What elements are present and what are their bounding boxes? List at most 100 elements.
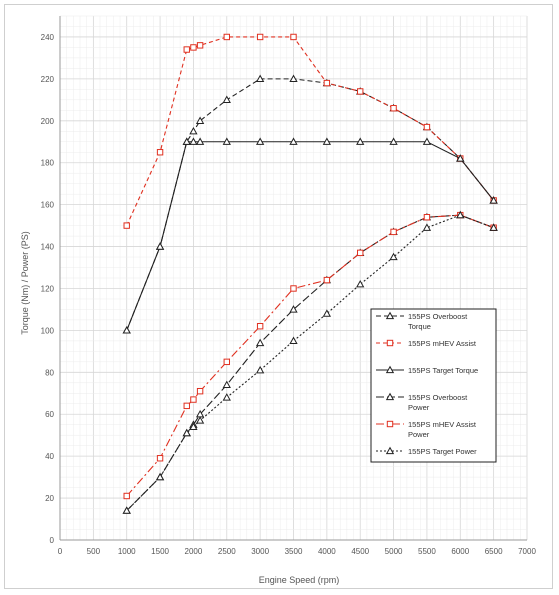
y-tick-label: 240 [41,33,55,42]
data-point [456,154,465,162]
data-point [255,137,265,145]
x-tick-label: 7000 [518,547,536,556]
y-axis-title: Torque (Nm) / Power (PS) [20,231,30,335]
y-tick-label: 220 [41,75,55,84]
y-tick-label: 0 [50,536,55,545]
y-tick-label: 160 [41,201,55,210]
series-3 [122,137,498,334]
data-point [190,44,197,51]
data-point [196,42,204,49]
x-tick-label: 1500 [151,547,169,556]
x-tick-label: 5500 [418,547,436,556]
x-tick-label: 4500 [351,547,369,556]
legend-label: 155PS mHEV Assist [408,420,477,429]
y-tick-label: 80 [45,368,54,377]
data-point [289,305,298,313]
data-point [389,137,398,145]
x-tick-label: 6500 [485,547,503,556]
legend-swatch-marker [385,446,395,455]
x-axis-title: Engine Speed (rpm) [259,575,340,585]
data-point [156,455,164,462]
legend-swatch-marker [385,392,395,401]
data-point [156,149,164,156]
data-point [356,137,365,145]
data-point [289,336,298,345]
x-tick-label: 3000 [251,547,269,556]
x-tick-label: 1000 [118,547,136,556]
data-point [323,276,331,284]
data-point [123,492,130,500]
y-tick-label: 20 [45,494,54,503]
x-tick-label: 5000 [385,547,403,556]
data-point [356,279,365,288]
x-tick-label: 2500 [218,547,236,556]
data-point [222,95,231,103]
data-point [195,116,205,124]
y-tick-label: 60 [45,410,54,419]
legend-label: Power [408,430,430,439]
data-point [222,137,231,145]
data-point [195,137,205,145]
x-tick-label: 500 [87,547,101,556]
data-point [322,309,332,317]
data-point [189,422,198,430]
y-tick-label: 180 [41,159,55,168]
data-point [423,214,431,221]
series-line [126,36,495,226]
data-point [223,358,230,366]
data-point [155,242,165,250]
legend-swatch-marker [386,420,394,428]
legend-label: Torque [408,322,431,331]
data-point [182,428,191,437]
data-point [255,338,265,347]
data-point [390,228,397,236]
y-tick-label: 140 [41,243,55,252]
series-6 [122,210,498,514]
data-point [422,223,432,231]
data-point [255,365,265,374]
x-tick-label: 4000 [318,547,336,556]
legend-swatch-marker [385,311,395,320]
data-point [489,223,498,231]
data-point [256,33,264,41]
legend-label: 155PS Target Power [408,447,477,456]
data-point [389,252,398,261]
data-point [422,137,432,145]
series-5 [123,211,497,500]
data-point [289,74,298,83]
data-point [123,222,130,229]
data-point [290,33,297,41]
data-point [222,393,231,401]
y-tick-label: 100 [41,326,55,335]
legend-swatch-marker [386,339,394,347]
data-point [122,326,131,334]
legend-label: 155PS Overboost [408,312,468,321]
x-tick-label: 0 [58,547,63,556]
axes: 0 500 1000 1500 2000 2500 3000 3500 4000 4500 5000… [41,16,536,556]
x-tick-label: 3500 [285,547,303,556]
data-point [290,285,297,292]
data-point [357,88,364,95]
y-tick-label: 120 [41,284,55,293]
data-point [182,137,191,145]
data-point [256,323,264,330]
data-point [390,105,397,112]
data-point [423,123,431,131]
legend-label: 155PS Overboost [408,393,468,402]
data-point [195,416,205,424]
data-point [323,79,331,87]
series-line [126,214,494,497]
data-point [183,46,190,53]
data-point [122,506,131,514]
data-point [223,33,230,41]
y-tick-label: 40 [45,452,54,461]
legend-label: 155PS mHEV Assist [408,339,477,348]
data-point [255,74,265,83]
series-layer [122,33,498,514]
x-tick-label: 6000 [451,547,469,556]
data-point [189,126,198,135]
y-tick-label: 200 [41,117,55,126]
data-point [489,196,498,204]
x-tick-label: 2000 [185,547,203,556]
